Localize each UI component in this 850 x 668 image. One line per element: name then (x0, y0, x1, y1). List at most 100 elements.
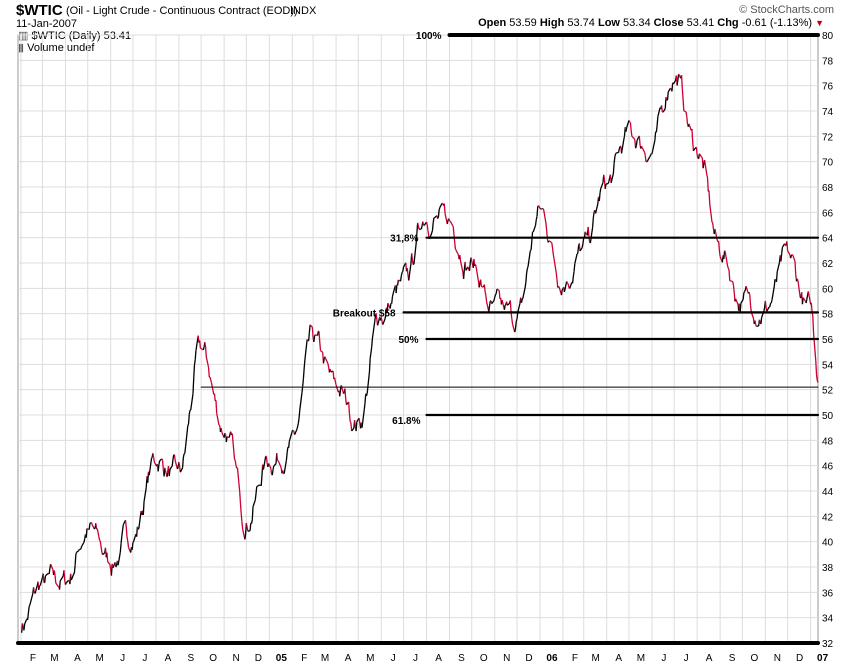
price-segment (569, 282, 573, 289)
price-segment (380, 317, 383, 322)
price-segment (386, 303, 389, 312)
price-segment (34, 585, 38, 594)
price-segment (80, 545, 83, 549)
price-segment (57, 585, 60, 588)
price-segment (100, 546, 103, 552)
price-segment (591, 217, 594, 228)
price-segment (446, 220, 449, 225)
price-segment (303, 359, 306, 369)
price-segment (594, 203, 599, 214)
price-segment (631, 135, 635, 139)
price-segment (299, 392, 303, 411)
price-segment (348, 413, 351, 422)
price-segment (641, 147, 646, 153)
price-segment (319, 341, 322, 351)
price-segment (408, 263, 412, 281)
price-segment (745, 285, 749, 294)
price-segment (810, 302, 813, 312)
price-segment (646, 156, 651, 162)
x-tick-label: J (661, 653, 666, 664)
y-tick-label: 72 (822, 132, 834, 143)
close-value: 53.41 (686, 17, 715, 29)
price-segment (73, 572, 75, 575)
price-segment (90, 522, 93, 525)
price-segment (171, 459, 174, 467)
price-segment (787, 250, 791, 255)
price-segment (509, 300, 512, 313)
price-segment (615, 152, 617, 155)
price-segment (308, 324, 311, 333)
open-label: Open (478, 17, 507, 29)
price-segment (540, 208, 542, 210)
price-segment (571, 276, 574, 284)
price-segment (475, 267, 480, 282)
price-segment (342, 392, 345, 394)
price-segment (215, 400, 218, 414)
price-segment (262, 456, 267, 470)
price-segment (148, 458, 153, 476)
price-segment (432, 217, 435, 223)
price-segment (166, 472, 169, 477)
price-segment (143, 487, 147, 502)
price-segment (692, 141, 695, 152)
price-segment (517, 303, 521, 313)
price-segment (816, 380, 819, 383)
x-tick-label: J (391, 653, 396, 664)
price-segment (620, 139, 625, 154)
price-segment (431, 222, 434, 231)
price-segment (685, 111, 688, 117)
price-segment (363, 403, 366, 410)
price-segment (495, 288, 498, 294)
price-segment (574, 253, 578, 264)
x-tick-label: J (684, 653, 689, 664)
price-segment (93, 527, 96, 530)
brand-link[interactable]: © StockCharts.com (739, 4, 834, 16)
price-segment (420, 225, 423, 230)
y-tick-label: 60 (822, 284, 834, 295)
price-segment (760, 317, 763, 325)
price-segment (282, 470, 285, 474)
price-segment (138, 511, 142, 529)
price-segment (612, 163, 615, 174)
price-segment (643, 151, 646, 156)
price-segment (427, 230, 430, 236)
price-segment (38, 585, 41, 590)
price-segment (536, 206, 539, 217)
price-segment (320, 350, 324, 353)
price-segment (560, 289, 563, 296)
price-segment (794, 261, 797, 275)
price-segment (449, 220, 454, 226)
price-segment (572, 271, 575, 277)
price-segment (65, 580, 69, 584)
price-segment (287, 441, 291, 448)
price-segment (365, 392, 368, 397)
x-tick-label: O (750, 653, 758, 664)
price-segment (443, 203, 446, 214)
price-segment (102, 552, 106, 556)
price-segment (656, 116, 659, 126)
price-segment (53, 570, 56, 576)
x-tick-label: 07 (817, 653, 829, 664)
price-segment (610, 173, 614, 184)
price-segment (399, 275, 402, 282)
level-layer: 100% 31,8% Breakout $58 50% 61.8% (16, 31, 820, 645)
open-value: 53.59 (509, 17, 537, 29)
price-segment (695, 147, 698, 156)
price-segment (764, 300, 767, 308)
price-segment (361, 409, 365, 428)
price-segment (153, 457, 156, 463)
price-segment (692, 149, 695, 152)
price-segment (567, 283, 570, 288)
price-segment (276, 453, 279, 461)
price-segment (81, 541, 85, 547)
price-segment (55, 582, 59, 587)
price-segment (514, 321, 517, 329)
price-segment (304, 339, 308, 360)
price-segment (625, 127, 628, 132)
price-segment (150, 456, 153, 459)
price-segment (484, 291, 487, 296)
price-segment (603, 174, 606, 180)
price-segment (124, 520, 127, 527)
price-segment (415, 233, 418, 244)
